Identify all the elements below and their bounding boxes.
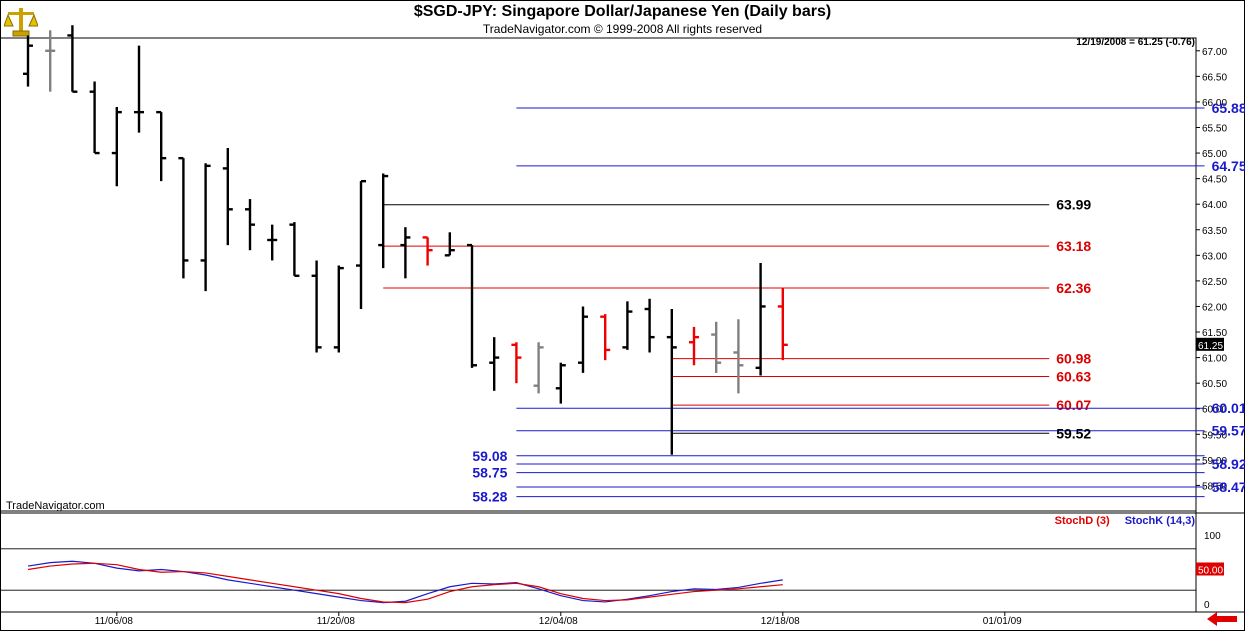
level-label: 58.47 xyxy=(1212,479,1245,495)
level-label: 63.99 xyxy=(1056,197,1091,213)
date-label: 12/04/08 xyxy=(539,616,578,627)
stoch-tick-label: 0 xyxy=(1204,600,1210,611)
chart-subtitle: TradeNavigator.com © 1999-2008 All right… xyxy=(482,22,763,36)
price-tick-label: 61.00 xyxy=(1202,354,1227,365)
chart-title: $SGD-JPY: Singapore Dollar/Japanese Yen … xyxy=(413,3,832,20)
stoch-level-tag-label: 50.00 xyxy=(1198,566,1223,577)
date-label: 11/20/08 xyxy=(317,616,356,627)
level-label: 62.36 xyxy=(1056,280,1091,296)
level-label: 59.52 xyxy=(1056,425,1091,441)
price-tick-label: 67.00 xyxy=(1202,47,1227,58)
last-price-tag xyxy=(1196,337,1224,351)
price-tick-label: 61.50 xyxy=(1202,328,1227,339)
price-tick-label: 59.00 xyxy=(1202,456,1227,467)
stoch-d-legend: StochD (3) xyxy=(1054,515,1110,527)
level-label: 59.57 xyxy=(1212,423,1245,439)
last-price-tag-label: 61.25 xyxy=(1198,341,1223,352)
price-tick-label: 63.00 xyxy=(1202,251,1227,262)
watermark: TradeNavigator.com xyxy=(6,500,105,512)
date-label: 11/06/08 xyxy=(95,616,134,627)
price-tick-label: 58.50 xyxy=(1202,481,1227,492)
price-panel xyxy=(0,37,1197,512)
stoch-tick-label: 100 xyxy=(1204,531,1221,542)
price-tick-label: 65.00 xyxy=(1202,149,1227,160)
price-tick-label: 66.00 xyxy=(1202,98,1227,109)
level-label: 65.88 xyxy=(1212,100,1245,116)
level-label: 58.75 xyxy=(472,465,507,481)
price-tick-label: 66.50 xyxy=(1202,72,1227,83)
price-tick-label: 60.00 xyxy=(1202,405,1227,416)
price-tick-label: 59.50 xyxy=(1202,430,1227,441)
price-tick-label: 63.50 xyxy=(1202,226,1227,237)
level-label: 59.08 xyxy=(472,448,507,464)
scroll-right-arrow-icon[interactable] xyxy=(1207,612,1237,626)
price-tick-label: 64.50 xyxy=(1202,175,1227,186)
price-tick-label: 60.50 xyxy=(1202,379,1227,390)
level-label: 60.98 xyxy=(1056,351,1091,367)
price-tick-label: 62.00 xyxy=(1202,302,1227,313)
level-label: 58.92 xyxy=(1212,456,1245,472)
stoch-k-legend: StochK (14,3) xyxy=(1124,515,1195,527)
date-label: 12/18/08 xyxy=(761,616,800,627)
stoch-k-line xyxy=(27,560,783,604)
level-label: 64.75 xyxy=(1212,158,1245,174)
stoch-d-line xyxy=(27,562,783,604)
price-tick-label: 62.50 xyxy=(1202,277,1227,288)
level-label: 60.07 xyxy=(1056,397,1091,413)
stoch-level-tag xyxy=(1196,562,1224,576)
indicator-legend: StochD (3) StochK (14,3) xyxy=(1055,515,1195,527)
price-tick-label: 65.50 xyxy=(1202,123,1227,134)
scale-logo-icon xyxy=(3,4,39,43)
last-price-info: 12/19/2008 = 61.25 (-0.76) xyxy=(1076,37,1195,48)
level-label: 58.28 xyxy=(472,489,507,505)
date-label: 01/01/09 xyxy=(983,616,1022,627)
price-tick-label: 64.00 xyxy=(1202,200,1227,211)
level-label: 60.63 xyxy=(1056,369,1091,385)
level-label: 63.18 xyxy=(1056,238,1091,254)
level-label: 60.01 xyxy=(1212,400,1245,416)
